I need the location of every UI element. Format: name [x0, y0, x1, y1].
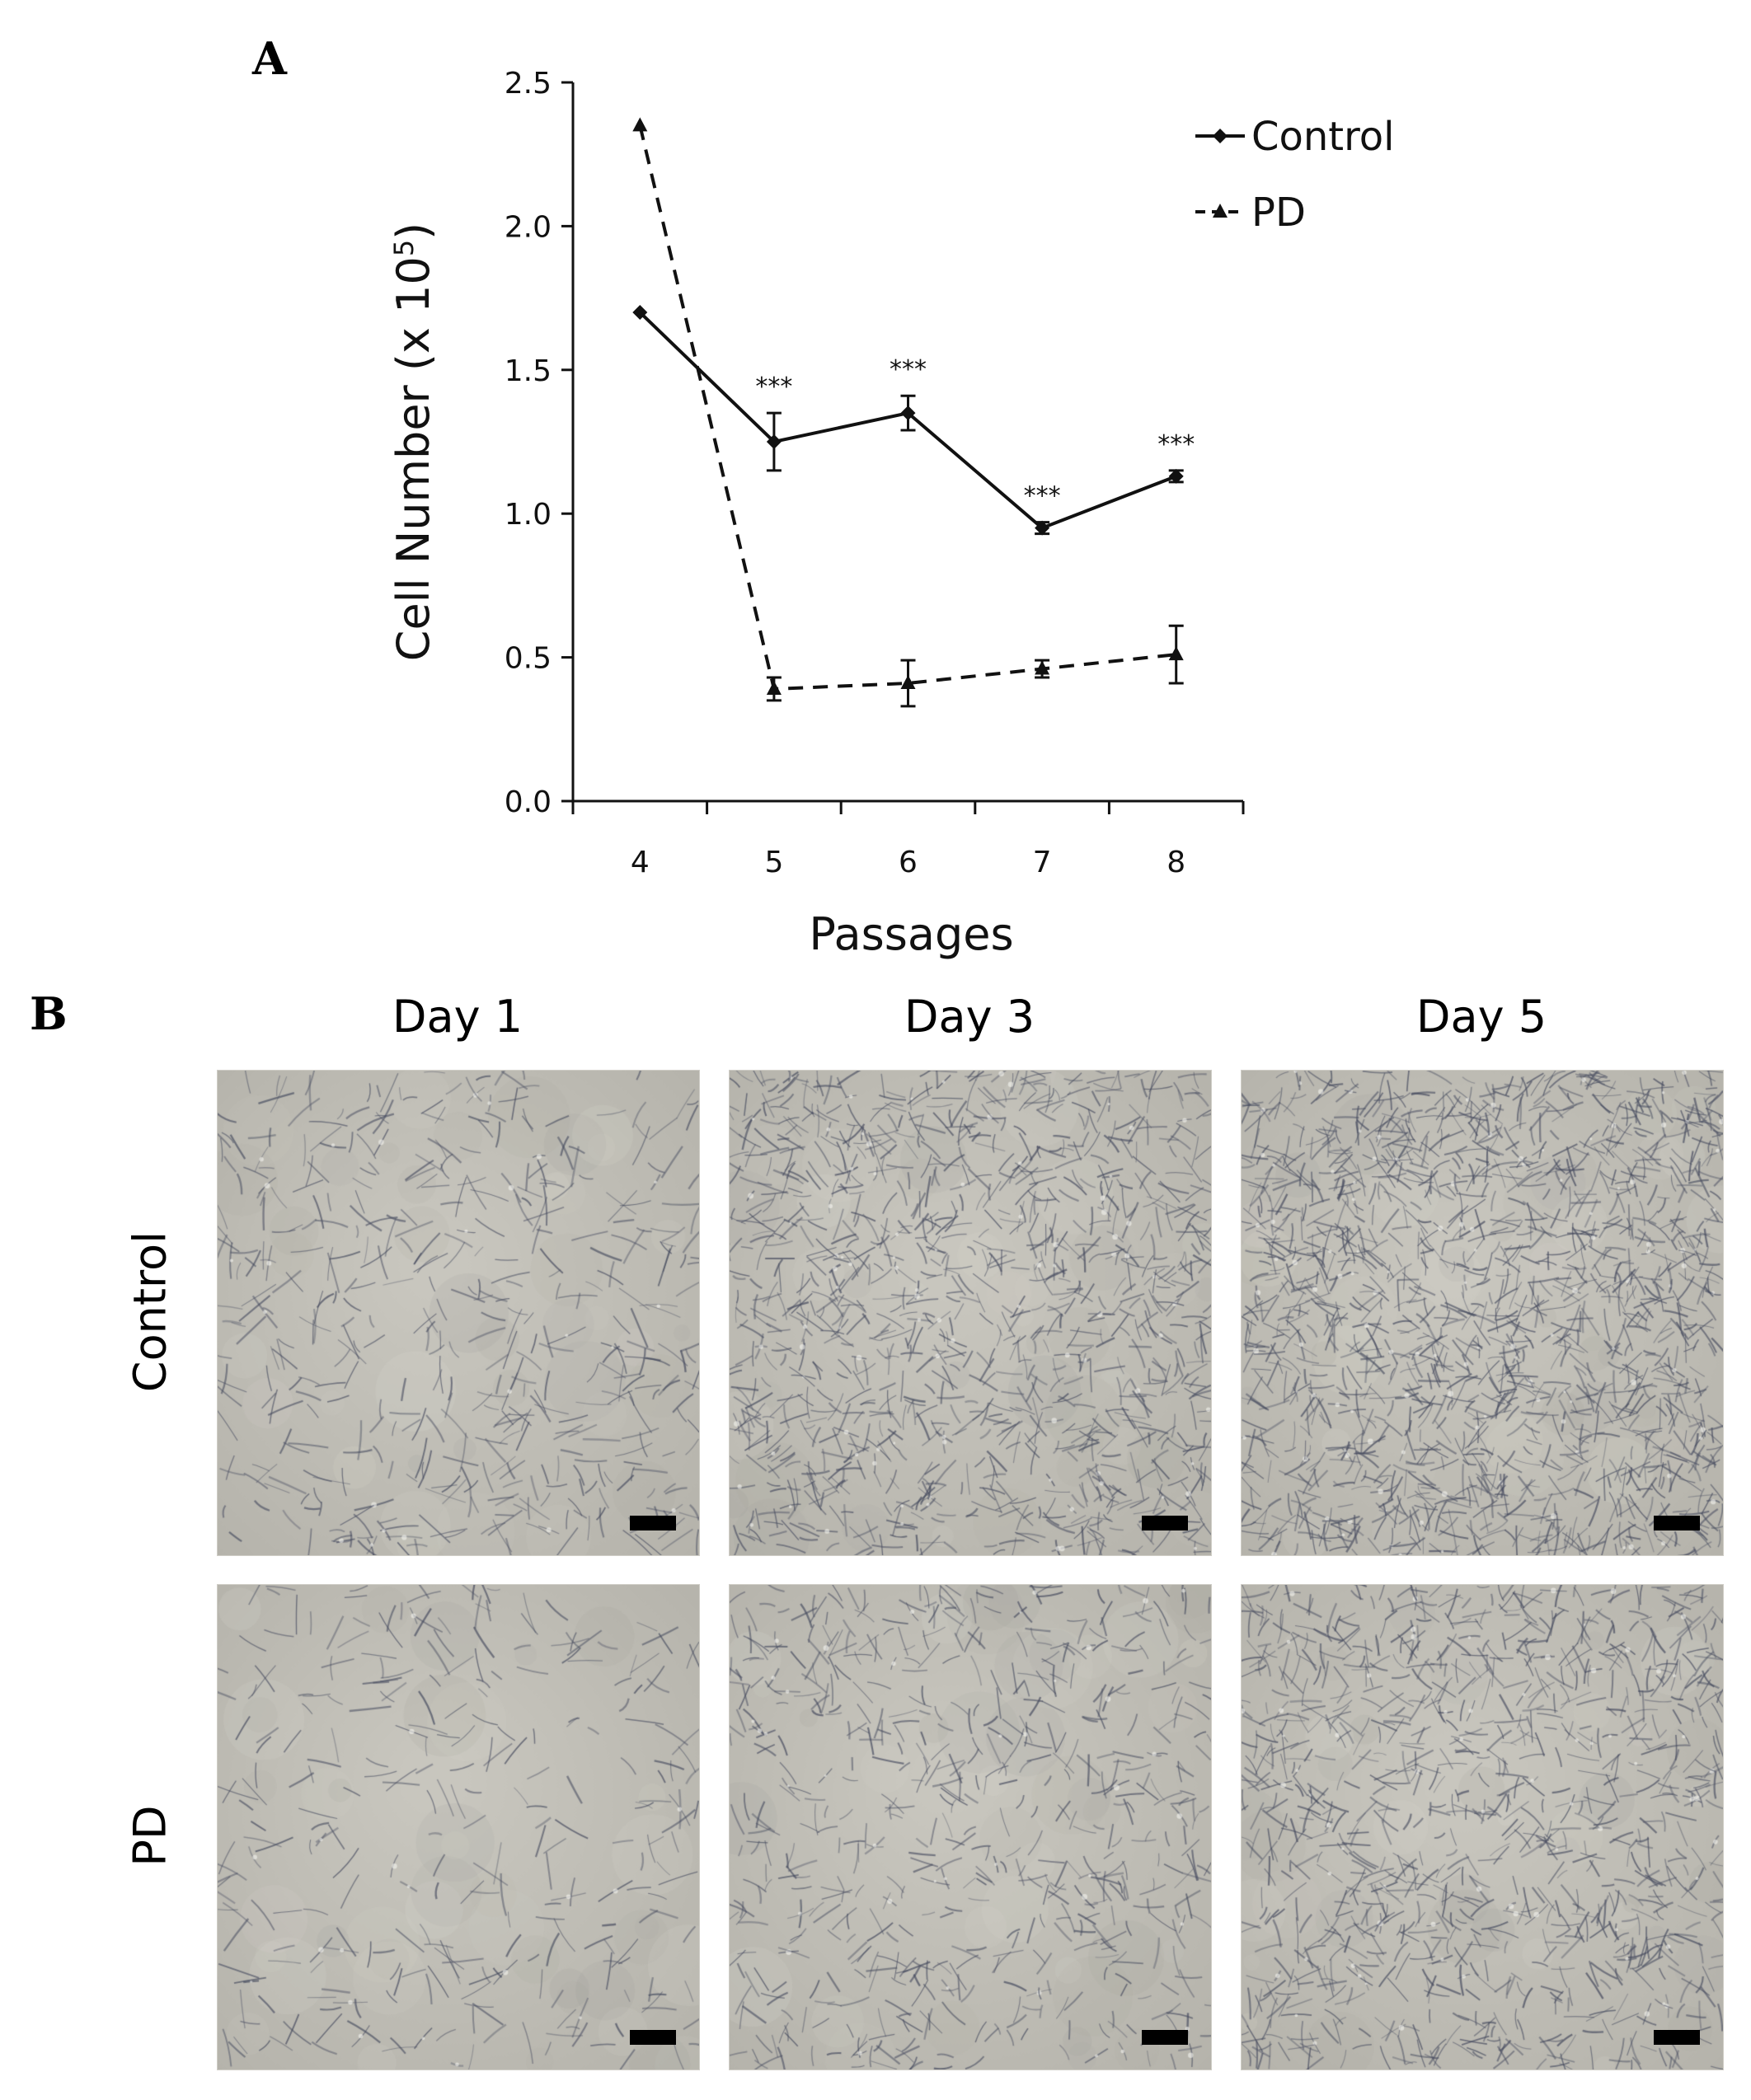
row-label-control: Control [124, 1230, 176, 1393]
y-tick-label: 0.5 [505, 642, 552, 676]
y-tick-label: 2.0 [505, 210, 552, 244]
column-label-day-3: Day 3 [904, 991, 1035, 1043]
scale-bar [1654, 1516, 1700, 1530]
micrograph-control-day-3 [729, 1070, 1212, 1556]
y-tick-label: 1.0 [505, 498, 552, 532]
y-tick-label: 2.5 [505, 67, 552, 101]
scale-bar [1142, 2030, 1188, 2045]
scale-bar [630, 2030, 676, 2045]
data-point-pd [1035, 660, 1050, 675]
legend-marker-pd [1213, 204, 1228, 218]
legend-marker-control [1213, 129, 1228, 143]
panel-a-letter: A [251, 32, 288, 85]
data-point-control [766, 434, 782, 449]
x-tick-label: 6 [899, 846, 918, 879]
significance-label: *** [1024, 482, 1061, 511]
y-tick-label: 1.5 [505, 354, 552, 388]
significance-label: *** [755, 373, 792, 401]
line-chart: A 0.0 0.5 1.0 1.5 2.0 2.5 4 5 6 7 8 Passages Cell Nu… [251, 32, 1395, 960]
chart-marks: *** *** *** *** [632, 117, 1195, 708]
x-tick-label: 7 [1033, 846, 1052, 879]
micrograph-control-day-5 [1241, 1070, 1724, 1556]
scale-bar [1654, 2030, 1700, 2045]
significance-label: *** [890, 355, 927, 384]
legend-label-control: Control [1251, 114, 1395, 160]
micrograph-pd-day-1 [217, 1584, 700, 2070]
data-point-pd [1168, 646, 1184, 661]
legend-label-pd: PD [1251, 190, 1306, 236]
chart-axes: 0.0 0.5 1.0 1.5 2.0 2.5 4 5 6 7 8 Passages Cell Numb… [387, 67, 1245, 960]
data-point-control [900, 405, 916, 421]
x-tick-label: 5 [764, 846, 783, 879]
scale-bar [630, 1516, 676, 1530]
data-point-control [1168, 468, 1184, 484]
significance-label: *** [1157, 430, 1195, 459]
micrograph-control-day-1 [217, 1070, 700, 1556]
micrograph-pd-day-5 [1241, 1584, 1724, 2070]
data-point-pd [766, 680, 782, 695]
chart-legend: Control PD [1195, 114, 1395, 236]
data-point-control [632, 305, 648, 321]
micrograph-pd-day-3 [729, 1584, 1212, 2070]
series-line-pd [638, 124, 1176, 691]
column-label-day-5: Day 5 [1415, 991, 1547, 1043]
data-point-pd [900, 674, 916, 689]
column-label-day-1: Day 1 [392, 991, 523, 1043]
panel-b-letter: B [30, 987, 68, 1040]
x-axis-title: Passages [809, 908, 1013, 960]
data-point-pd [632, 117, 648, 132]
x-tick-label: 4 [631, 846, 650, 879]
data-point-control [1035, 520, 1050, 536]
row-label-pd: PD [124, 1805, 176, 1867]
x-tick-label: 8 [1167, 846, 1185, 879]
y-axis-title: Cell Number (x 105) [387, 223, 439, 662]
y-tick-label: 0.0 [505, 785, 552, 819]
scale-bar [1142, 1516, 1188, 1530]
